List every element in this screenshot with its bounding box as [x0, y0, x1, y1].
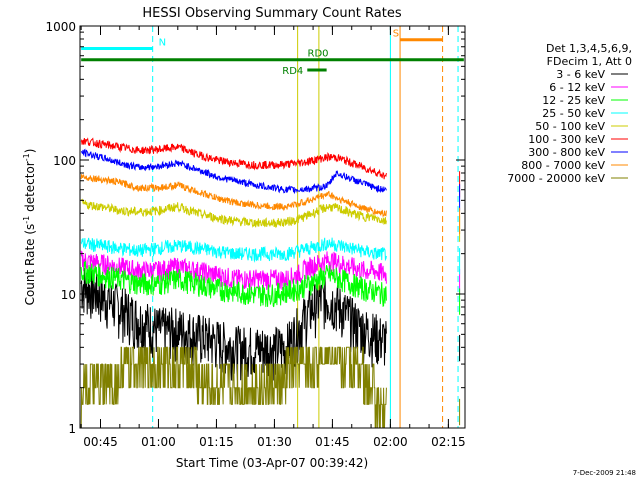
legend-label-0: 3 - 6 keV — [556, 68, 605, 81]
y-tick-label-2: 100 — [53, 154, 76, 168]
legend-label-4: 50 - 100 keV — [535, 120, 605, 133]
plot-frame — [79, 25, 466, 429]
flag-bars: N S RD0 RD4 — [81, 29, 464, 77]
x-tick-label-5: 02:00 — [373, 435, 408, 449]
series-6 — [80, 148, 461, 211]
legend-label-2: 12 - 25 keV — [542, 94, 605, 107]
y-tick-label-0: 1 — [68, 422, 76, 436]
legend-label-5: 100 - 300 keV — [528, 133, 605, 146]
x-tick-label-2: 01:15 — [199, 435, 234, 449]
series-8 — [80, 346, 461, 429]
series-3 — [80, 237, 461, 275]
series-2 — [80, 260, 461, 315]
x-tick-label-6: 02:15 — [431, 435, 466, 449]
flag-label-3: RD4 — [282, 66, 303, 77]
legend: Det 1,3,4,5,6,9, FDecim 1, Att 0 3 - 6 k… — [507, 42, 632, 185]
date-stamp: 7-Dec-2009 21:48 — [573, 469, 636, 477]
y-tick-label-1: 10 — [61, 288, 76, 302]
legend-label-3: 25 - 50 keV — [542, 107, 605, 120]
legend-label-1: 6 - 12 keV — [549, 81, 605, 94]
series-7 — [80, 173, 461, 235]
series-line-3 — [80, 237, 387, 263]
series-line-2 — [80, 260, 387, 308]
legend-header-line-1: Det 1,3,4,5,6,9, — [546, 42, 632, 55]
series-4 — [80, 198, 461, 242]
y-tick-label-3: 1000 — [45, 20, 76, 34]
x-tick-label-4: 01:45 — [315, 435, 350, 449]
x-tick-label-1: 01:00 — [141, 435, 176, 449]
flag-label-1: S — [393, 29, 399, 40]
legend-label-6: 300 - 800 keV — [528, 146, 605, 159]
flag-label-2: RD0 — [308, 49, 329, 60]
chart-title: HESSI Observing Summary Count Rates — [142, 6, 401, 21]
series-line-8 — [80, 346, 387, 429]
x-tick-label-3: 01:30 — [257, 435, 292, 449]
x-tick-label-0: 00:45 — [83, 435, 118, 449]
series-line-5 — [80, 137, 387, 180]
series-line-6 — [80, 148, 387, 195]
legend-label-8: 7000 - 20000 keV — [507, 172, 605, 185]
x-axis-label: Start Time (03-Apr-07 00:39:42) — [176, 456, 368, 470]
x-axis: 00:45 01:00 01:15 01:30 01:45 02:00 02:15 — [80, 26, 466, 449]
series-line-4 — [80, 198, 387, 229]
series-line-7 — [80, 173, 387, 218]
legend-header-line-2: FDecim 1, Att 0 — [547, 55, 632, 68]
legend-label-7: 800 - 7000 keV — [521, 159, 605, 172]
y-axis: 1 10 100 1000 — [45, 20, 465, 436]
series-1 — [80, 250, 461, 296]
plot-area — [80, 26, 461, 429]
y-axis-label: Count Rate (s-1 detector-1) — [22, 149, 37, 306]
flag-label-0: N — [159, 37, 166, 48]
